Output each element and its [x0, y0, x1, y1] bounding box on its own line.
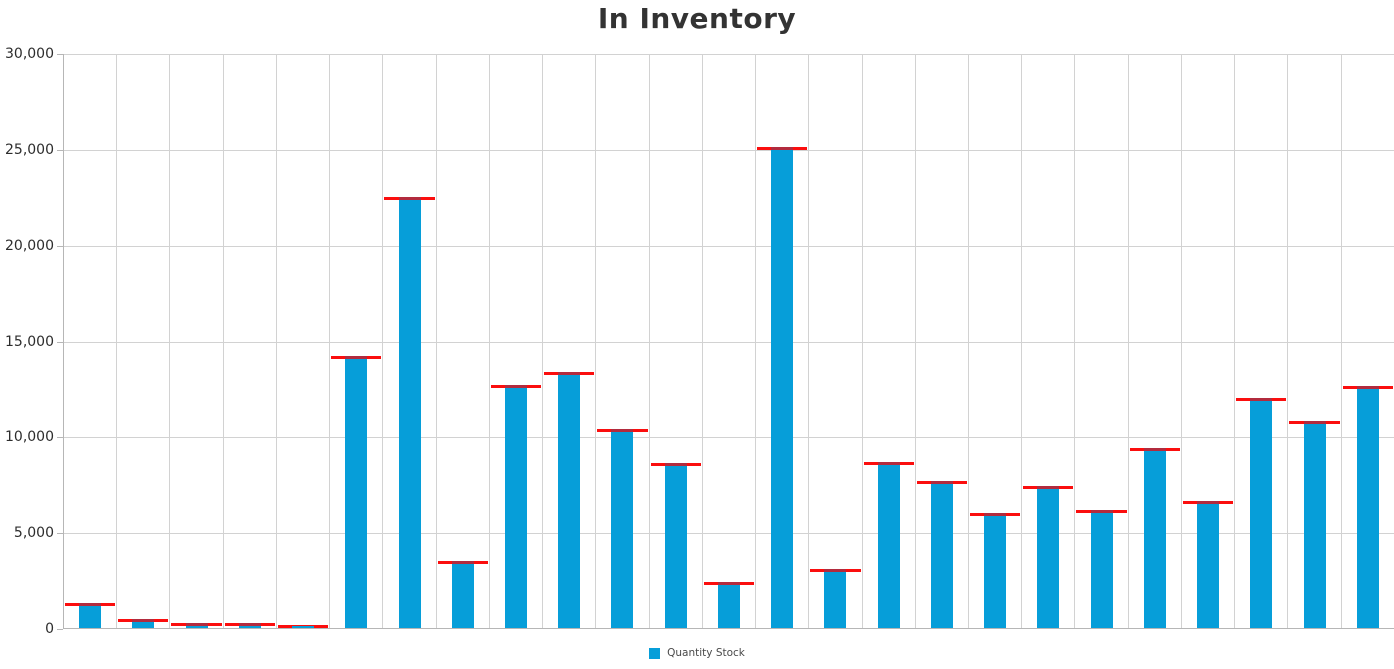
y-axis-tick [57, 54, 63, 55]
category-cell [756, 54, 810, 628]
category-cell [170, 54, 224, 628]
category-cell [703, 54, 757, 628]
category-cell [64, 54, 118, 628]
stock-bar[interactable] [1303, 421, 1326, 628]
chart-title: In Inventory [597, 2, 797, 35]
category-cell [916, 54, 969, 628]
stock-bar[interactable] [984, 513, 1007, 628]
stock-bar[interactable] [1356, 385, 1379, 628]
stock-bar[interactable] [1037, 486, 1060, 628]
stock-bar[interactable] [451, 560, 474, 628]
y-axis-label: 0 [45, 621, 54, 637]
h-gridline [64, 245, 1394, 247]
h-gridline [64, 341, 1394, 343]
stock-bar[interactable] [504, 384, 527, 628]
category-cell [1342, 54, 1394, 628]
stock-bar[interactable] [1197, 500, 1220, 628]
y-axis-label: 20,000 [5, 237, 54, 254]
stock-bar[interactable] [611, 428, 634, 628]
h-gridline [64, 533, 1394, 535]
plot-area [63, 54, 1394, 629]
stock-bar[interactable] [771, 146, 794, 628]
y-axis-label: 5,000 [13, 525, 54, 542]
y-axis-label: 15,000 [5, 333, 54, 350]
stock-bar[interactable] [185, 623, 208, 628]
y-axis-tick [57, 341, 63, 343]
category-cell [224, 54, 277, 628]
legend-item-quantity-stock[interactable]: Quantity Stock [649, 647, 745, 659]
y-axis-tick [57, 629, 63, 630]
stock-bar[interactable] [930, 481, 953, 628]
category-cell [330, 54, 384, 628]
category-cell [1129, 54, 1182, 628]
stock-bar[interactable] [558, 372, 581, 628]
category-cell [277, 54, 331, 628]
category-cell [117, 54, 171, 628]
stock-bar[interactable] [1090, 510, 1113, 628]
category-cell [1022, 54, 1076, 628]
category-cell [1235, 54, 1289, 628]
category-cell [969, 54, 1023, 628]
category-cell [543, 54, 597, 628]
h-gridline [64, 149, 1394, 151]
stock-bar[interactable] [79, 603, 102, 628]
legend-swatch [649, 647, 661, 659]
y-axis-label: 25,000 [5, 141, 54, 158]
category-cell [1288, 54, 1342, 628]
legend-label: Quantity Stock [667, 647, 745, 659]
category-cell [383, 54, 437, 628]
stock-bar[interactable] [824, 568, 847, 628]
y-axis-tick [57, 245, 63, 247]
stock-bar[interactable] [1143, 447, 1166, 628]
category-cell [1075, 54, 1129, 628]
category-cell [650, 54, 703, 628]
h-gridline [64, 437, 1394, 439]
y-axis-tick [57, 437, 63, 439]
stock-bar[interactable] [345, 355, 368, 628]
y-axis-label: 30,000 [5, 46, 54, 62]
y-axis-tick [57, 533, 63, 535]
stock-bar[interactable] [292, 626, 315, 628]
category-cell [490, 54, 544, 628]
category-cell [1182, 54, 1236, 628]
stock-bar[interactable] [398, 196, 421, 628]
stock-bar[interactable] [877, 462, 900, 628]
stock-bar[interactable] [664, 463, 687, 628]
stock-bar[interactable] [717, 582, 740, 628]
category-cell [863, 54, 916, 628]
h-gridline [64, 54, 1394, 55]
stock-bar[interactable] [238, 623, 261, 628]
y-axis-label: 10,000 [5, 429, 54, 446]
y-axis-tick [57, 149, 63, 151]
legend: Quantity Stock [0, 647, 1394, 659]
category-cell [437, 54, 490, 628]
bars-container [64, 54, 1394, 628]
stock-bar[interactable] [132, 619, 155, 628]
category-cell [809, 54, 863, 628]
category-cell [596, 54, 650, 628]
stock-bar[interactable] [1250, 398, 1273, 628]
